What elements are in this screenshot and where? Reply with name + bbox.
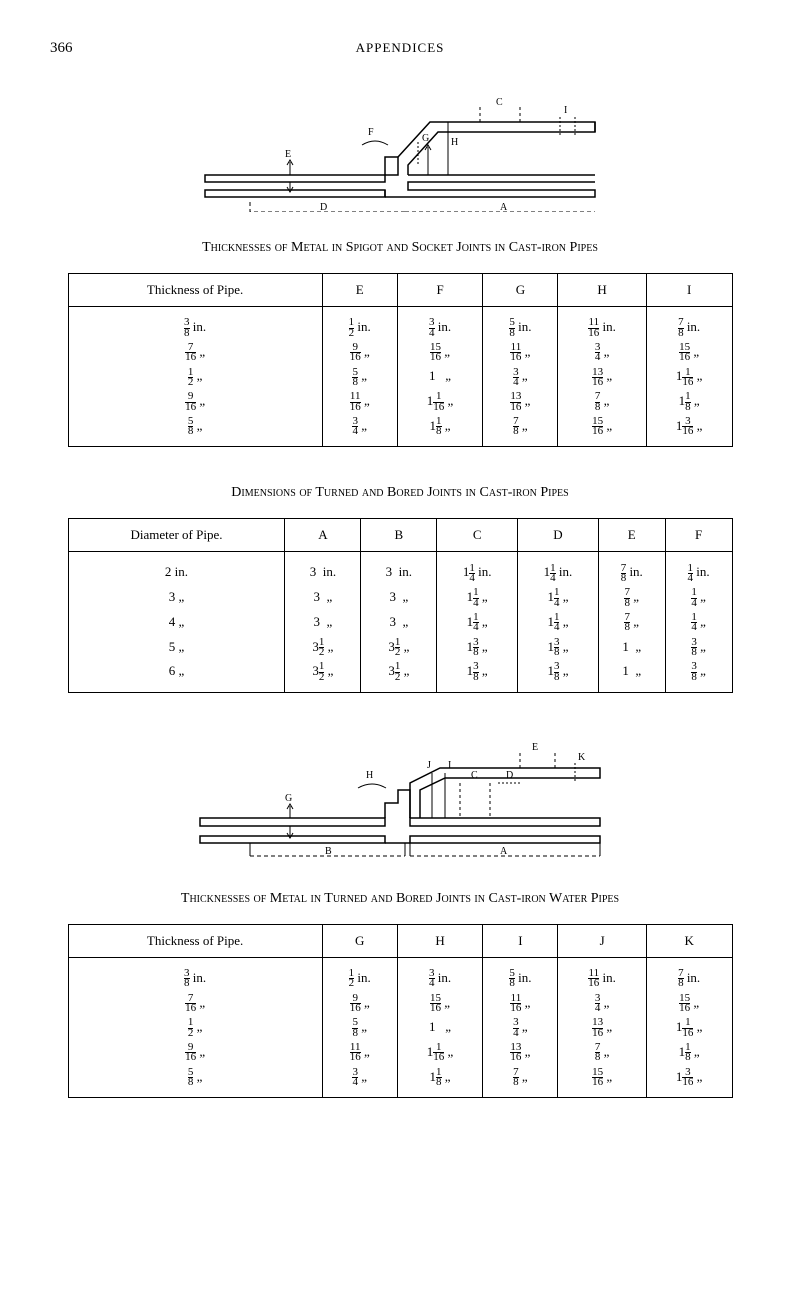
table2-c1: 3 in.3 „3 „312 „312 „	[285, 552, 361, 692]
table2-c5: 78 in.78 „78 „1 „1 „	[598, 552, 665, 692]
table2-h6: F	[665, 519, 732, 552]
table2-c2: 3 in.3 „3 „312 „312 „	[361, 552, 437, 692]
svg-text:A: A	[500, 846, 508, 857]
svg-text:J: J	[427, 760, 431, 771]
table3-header-row: Thickness of Pipe. G H I J K	[68, 924, 732, 957]
table3-c4: 1116 in.34 „1316 „78 „1516 „	[558, 957, 646, 1097]
svg-text:A: A	[500, 202, 508, 212]
table2-h4: D	[518, 519, 599, 552]
svg-text:E: E	[285, 149, 291, 160]
svg-text:G: G	[422, 133, 429, 144]
table3-c0: 38 in.716 „12 „916 „58 „	[68, 957, 322, 1097]
table3-h0: Thickness of Pipe.	[68, 924, 322, 957]
spigot-socket-diagram: E F G H C I D A	[190, 87, 610, 212]
table1-c2: 34 in.1516 „1 „1116 „118 „	[397, 307, 483, 447]
page-header: 366 APPENDICES	[50, 40, 750, 57]
svg-text:F: F	[368, 127, 374, 138]
svg-text:C: C	[471, 770, 478, 781]
turned-bored-diagram: G H J I C D E K B A	[180, 728, 620, 863]
table3-c3: 58 in.1116 „34 „1316 „78 „	[483, 957, 558, 1097]
table1-h0: Thickness of Pipe.	[68, 274, 322, 307]
table2-c4: 114 in.114 „114 „138 „138 „	[518, 552, 599, 692]
table1-h5: I	[646, 274, 732, 307]
svg-text:H: H	[366, 770, 373, 781]
table3-h1: G	[322, 924, 397, 957]
table2: Diameter of Pipe. A B C D E F 2 in.3 „4 …	[68, 518, 733, 692]
table1-c4: 1116 in.34 „1316 „78 „1516 „	[558, 307, 646, 447]
table1-row: 38 in.716 „12 „916 „58 „ 12 in.916 „58 „…	[68, 307, 732, 447]
svg-text:D: D	[506, 770, 513, 781]
table2-c3: 114 in.114 „114 „138 „138 „	[437, 552, 518, 692]
table3-h3: I	[483, 924, 558, 957]
table2-c6: 14 in.14 „14 „38 „38 „	[665, 552, 732, 692]
svg-text:E: E	[532, 742, 538, 753]
svg-text:H: H	[451, 137, 458, 148]
section1-title: Thicknesses of Metal in Spigot and Socke…	[110, 237, 690, 258]
svg-text:C: C	[496, 97, 503, 108]
table2-header-row: Diameter of Pipe. A B C D E F	[68, 519, 732, 552]
svg-text:K: K	[578, 752, 586, 763]
table2-h2: B	[361, 519, 437, 552]
table3-c1: 12 in.916 „58 „1116 „34 „	[322, 957, 397, 1097]
table2-h3: C	[437, 519, 518, 552]
table1-c0: 38 in.716 „12 „916 „58 „	[68, 307, 322, 447]
header-title: APPENDICES	[130, 40, 670, 57]
table3: Thickness of Pipe. G H I J K 38 in.716 „…	[68, 924, 733, 1098]
table2-c0: 2 in.3 „4 „5 „6 „	[68, 552, 285, 692]
table3-h2: H	[397, 924, 483, 957]
table1-h3: G	[483, 274, 558, 307]
svg-text:I: I	[448, 760, 451, 771]
table3-h4: J	[558, 924, 646, 957]
svg-text:G: G	[285, 793, 292, 804]
svg-text:B: B	[325, 846, 332, 857]
table1-c5: 78 in.1516 „1116 „118 „1316 „	[646, 307, 732, 447]
page-number: 366	[50, 40, 130, 57]
section2-title: Dimensions of Turned and Bored Joints in…	[110, 482, 690, 503]
table1-header-row: Thickness of Pipe. E F G H I	[68, 274, 732, 307]
table1-c1: 12 in.916 „58 „1116 „34 „	[322, 307, 397, 447]
table1: Thickness of Pipe. E F G H I 38 in.716 „…	[68, 273, 733, 447]
table1-h4: H	[558, 274, 646, 307]
table3-c2: 34 in.1516 „1 „1116 „118 „	[397, 957, 483, 1097]
svg-text:D: D	[320, 202, 327, 212]
table1-h1: E	[322, 274, 397, 307]
svg-text:I: I	[564, 105, 567, 116]
table3-c5: 78 in.1516 „1116 „118 „1316 „	[646, 957, 732, 1097]
table2-h1: A	[285, 519, 361, 552]
table3-row: 38 in.716 „12 „916 „58 „ 12 in.916 „58 „…	[68, 957, 732, 1097]
table1-h2: F	[397, 274, 483, 307]
section3-title: Thicknesses of Metal in Turned and Bored…	[110, 888, 690, 909]
table2-row: 2 in.3 „4 „5 „6 „ 3 in.3 „3 „312 „312 „ …	[68, 552, 732, 692]
table3-h5: K	[646, 924, 732, 957]
table1-c3: 58 in.1116 „34 „1316 „78 „	[483, 307, 558, 447]
table2-h5: E	[598, 519, 665, 552]
table2-h0: Diameter of Pipe.	[68, 519, 285, 552]
